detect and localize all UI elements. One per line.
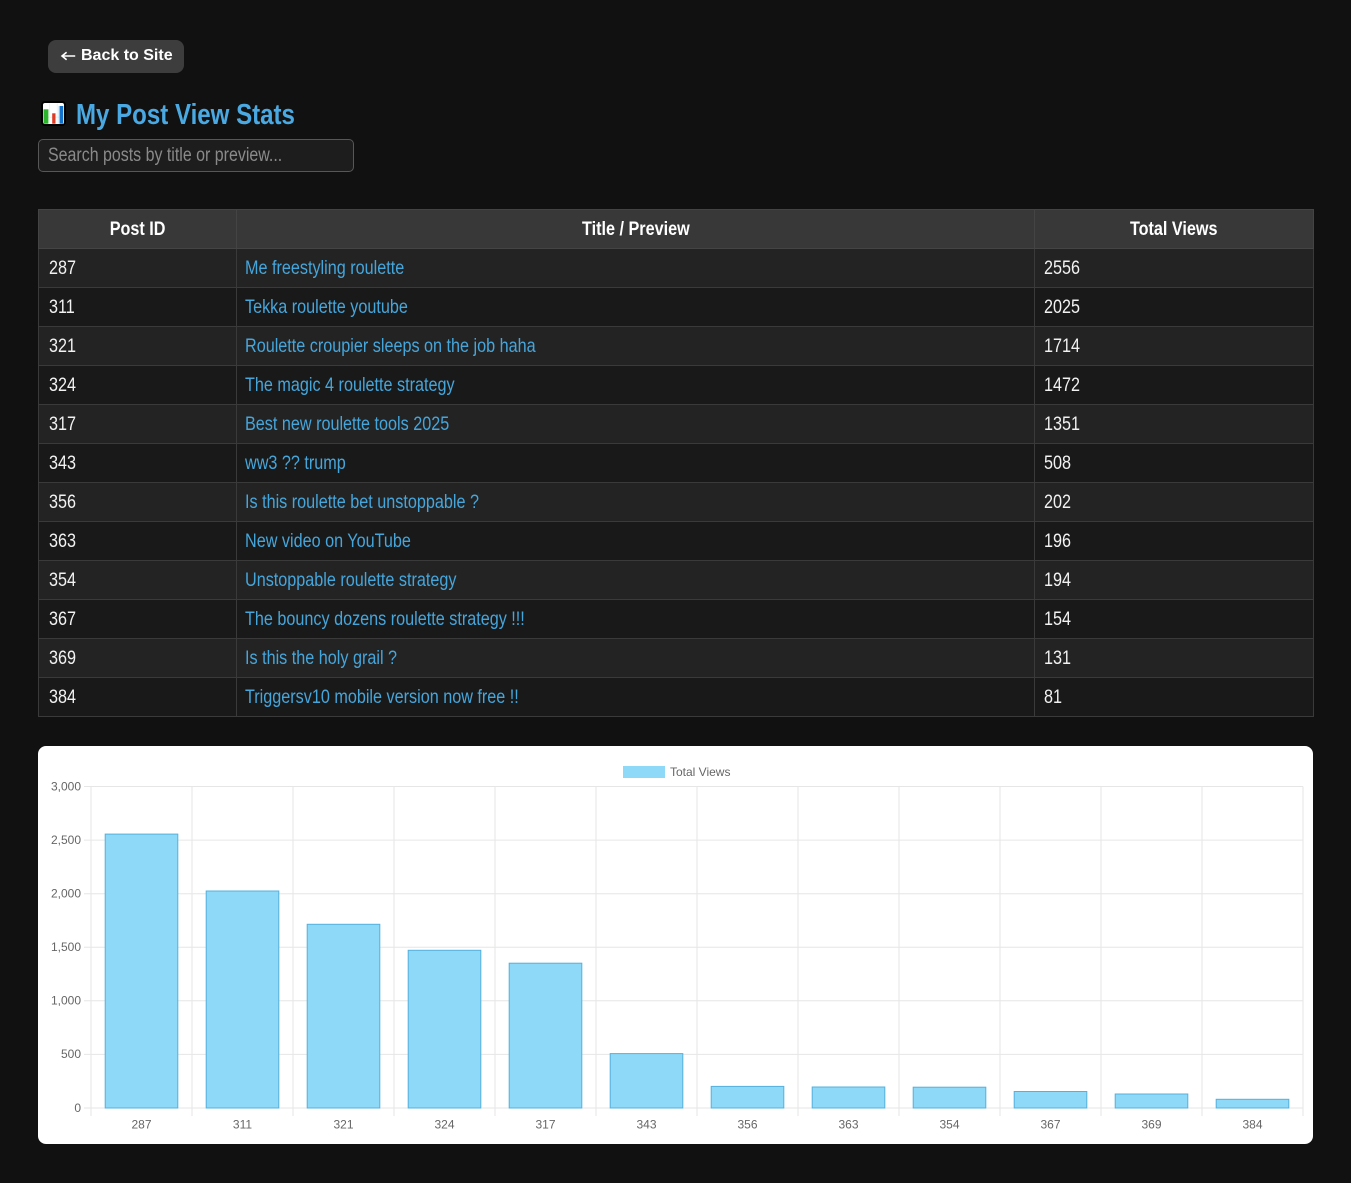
svg-text:354: 354 — [939, 1118, 959, 1132]
svg-text:500: 500 — [61, 1047, 81, 1061]
svg-text:1,500: 1,500 — [51, 940, 81, 954]
svg-text:3,000: 3,000 — [51, 779, 81, 793]
svg-text:317: 317 — [535, 1118, 555, 1132]
svg-text:0: 0 — [74, 1101, 81, 1115]
svg-text:384: 384 — [1242, 1118, 1262, 1132]
svg-text:367: 367 — [1040, 1118, 1060, 1132]
svg-text:2,000: 2,000 — [51, 887, 81, 901]
svg-text:356: 356 — [737, 1118, 757, 1132]
svg-text:Total Views: Total Views — [670, 765, 730, 779]
svg-text:287: 287 — [131, 1118, 151, 1132]
svg-text:363: 363 — [838, 1118, 858, 1132]
svg-text:2,500: 2,500 — [51, 833, 81, 847]
svg-text:311: 311 — [233, 1118, 252, 1132]
svg-text:324: 324 — [434, 1118, 454, 1132]
svg-text:321: 321 — [333, 1118, 353, 1132]
svg-text:369: 369 — [1141, 1118, 1161, 1132]
svg-text:1,000: 1,000 — [51, 994, 81, 1008]
svg-text:343: 343 — [636, 1118, 656, 1132]
